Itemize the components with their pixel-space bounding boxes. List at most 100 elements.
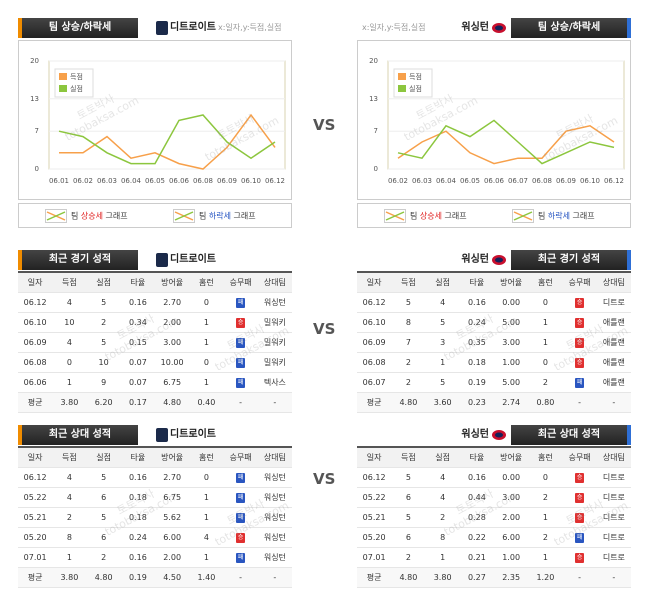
table-row: 06.10 8 5 0.24 5.00 1 승 애틀랜 bbox=[357, 312, 631, 333]
table-cell: 9 bbox=[86, 372, 121, 393]
graph-legend-icon bbox=[173, 209, 195, 223]
x-tick-label: 06.04 bbox=[121, 177, 142, 185]
table-row: 05.22 4 6 0.18 6.75 1 패 워싱턴 bbox=[18, 487, 292, 508]
table-row: 05.21 2 5 0.18 5.62 1 패 워싱턴 bbox=[18, 507, 292, 528]
table-cell: 패 bbox=[562, 372, 597, 393]
team-logo bbox=[492, 23, 506, 33]
table-cell: 패 bbox=[223, 487, 258, 508]
result-badge: 승 bbox=[575, 338, 585, 348]
table-cell: 승 bbox=[562, 312, 597, 333]
table-cell: 2.70 bbox=[155, 467, 190, 488]
table-cell: 패 bbox=[223, 332, 258, 353]
column-header: 승무패 bbox=[562, 446, 597, 468]
graph-legend-text: 그래프 bbox=[442, 211, 467, 221]
table-row: 06.07 2 5 0.19 5.00 2 패 애틀랜 bbox=[357, 372, 631, 393]
table-cell: 5 bbox=[86, 292, 121, 313]
table-cell: 패 bbox=[562, 527, 597, 548]
table-cell: 0 bbox=[528, 352, 563, 373]
table-cell: 6.00 bbox=[494, 527, 529, 548]
table-header-row: 일자 득점 실점 타율 방어율 홈런 승무패 상대팀 bbox=[18, 271, 292, 293]
table-cell: 패 bbox=[223, 292, 258, 313]
table-cell: - bbox=[562, 567, 597, 588]
result-badge: 승 bbox=[236, 318, 246, 328]
table-row: 06.09 4 5 0.15 3.00 1 패 밀워키 bbox=[18, 332, 292, 353]
result-badge: 패 bbox=[236, 298, 246, 308]
graph-legend-text: 하락세 bbox=[208, 211, 231, 221]
table-cell: 0.35 bbox=[459, 332, 494, 353]
table-cell: 4.80 bbox=[86, 567, 121, 588]
table-row: 평균 3.80 6.20 0.17 4.80 0.40- - bbox=[18, 392, 292, 413]
section-title: 팀 상승/하락세 bbox=[18, 18, 138, 38]
table-cell: 0.07 bbox=[120, 352, 155, 373]
graph-legend-icon bbox=[512, 209, 534, 223]
stats-table: 일자 득점 실점 타율 방어율 홈런 승무패 상대팀 06.12 4 5 0.16 2.70 0 패 워싱턴 0… bbox=[18, 446, 292, 588]
graph-legend-text: 팀 bbox=[71, 211, 81, 221]
table-row: 06.12 5 4 0.16 0.00 0 승 디트로 bbox=[357, 467, 631, 488]
table-cell: 0.16 bbox=[459, 467, 494, 488]
table-cell: 애틀랜 bbox=[596, 372, 631, 393]
table-row: 05.21 5 2 0.28 2.00 1 승 디트로 bbox=[357, 507, 631, 528]
column-header: 승무패 bbox=[562, 271, 597, 293]
graph-legend-text: 팀 bbox=[410, 211, 420, 221]
table-cell: 워싱턴 bbox=[257, 527, 292, 548]
table-cell: 2 bbox=[391, 352, 426, 373]
table-cell: 애틀랜 bbox=[596, 312, 631, 333]
table-cell: 디트로 bbox=[596, 527, 631, 548]
section-title: 팀 상승/하락세 bbox=[511, 18, 631, 38]
table-cell: 1 bbox=[189, 312, 224, 333]
table-cell: 2.70 bbox=[155, 292, 190, 313]
table-cell: 0.40 bbox=[189, 392, 224, 413]
table-cell: 0.44 bbox=[459, 487, 494, 508]
table-cell: 승 bbox=[562, 487, 597, 508]
x-tick-label: 06.05 bbox=[145, 177, 165, 185]
table-cell: 디트로 bbox=[596, 507, 631, 528]
table-cell: 5 bbox=[425, 312, 460, 333]
column-header: 일자 bbox=[18, 446, 53, 468]
table-cell: 0 bbox=[189, 467, 224, 488]
table-cell: 4 bbox=[52, 292, 87, 313]
table-cell: 5.00 bbox=[494, 372, 529, 393]
vs-label: VS bbox=[313, 116, 336, 134]
table-cell: 6.75 bbox=[155, 487, 190, 508]
table-cell: 1.00 bbox=[494, 547, 529, 568]
table-cell: 패 bbox=[223, 507, 258, 528]
table-cell: 1 bbox=[189, 547, 224, 568]
column-header: 타율 bbox=[120, 271, 155, 293]
y-tick-label: 13 bbox=[369, 95, 378, 103]
table-cell: 1 bbox=[425, 352, 460, 373]
table-cell: 5 bbox=[86, 467, 121, 488]
table-cell: 5 bbox=[391, 507, 426, 528]
table-cell: 05.22 bbox=[18, 487, 53, 508]
table-cell: 승 bbox=[223, 312, 258, 333]
column-header: 득점 bbox=[52, 446, 87, 468]
graph-legend-text: 팀 bbox=[199, 211, 209, 221]
table-cell: 2.35 bbox=[494, 567, 529, 588]
graph-legend-text: 그래프 bbox=[103, 211, 128, 221]
table-cell: 0.27 bbox=[459, 567, 494, 588]
x-tick-label: 06.09 bbox=[217, 177, 237, 185]
table-cell: 6 bbox=[86, 527, 121, 548]
team-name: 디트로이트 bbox=[170, 429, 216, 440]
table-cell: 1 bbox=[189, 372, 224, 393]
result-badge: 패 bbox=[236, 513, 246, 523]
table-cell: 0.17 bbox=[120, 392, 155, 413]
y-tick-label: 0 bbox=[35, 165, 39, 173]
table-cell: 2 bbox=[86, 312, 121, 333]
table-row: 평균 4.80 3.80 0.27 2.35 1.20- - bbox=[357, 567, 631, 588]
table-cell: 2 bbox=[52, 507, 87, 528]
table-cell: 0.24 bbox=[120, 527, 155, 548]
table-cell: 6.00 bbox=[155, 527, 190, 548]
table-cell: 8 bbox=[52, 527, 87, 548]
table-cell: 1 bbox=[52, 372, 87, 393]
column-header: 실점 bbox=[425, 271, 460, 293]
table-cell: 0.21 bbox=[459, 547, 494, 568]
table-cell: 3.00 bbox=[494, 487, 529, 508]
table-cell: - bbox=[596, 567, 631, 588]
logo-shape bbox=[156, 428, 168, 442]
table-cell: 애틀랜 bbox=[596, 352, 631, 373]
table-cell: 0 bbox=[189, 292, 224, 313]
icon-line bbox=[174, 211, 194, 221]
table-cell: 0 bbox=[528, 292, 563, 313]
x-tick-label: 06.08 bbox=[532, 177, 552, 185]
graph-legend-item: 팀 하락세 그래프 bbox=[173, 209, 256, 224]
